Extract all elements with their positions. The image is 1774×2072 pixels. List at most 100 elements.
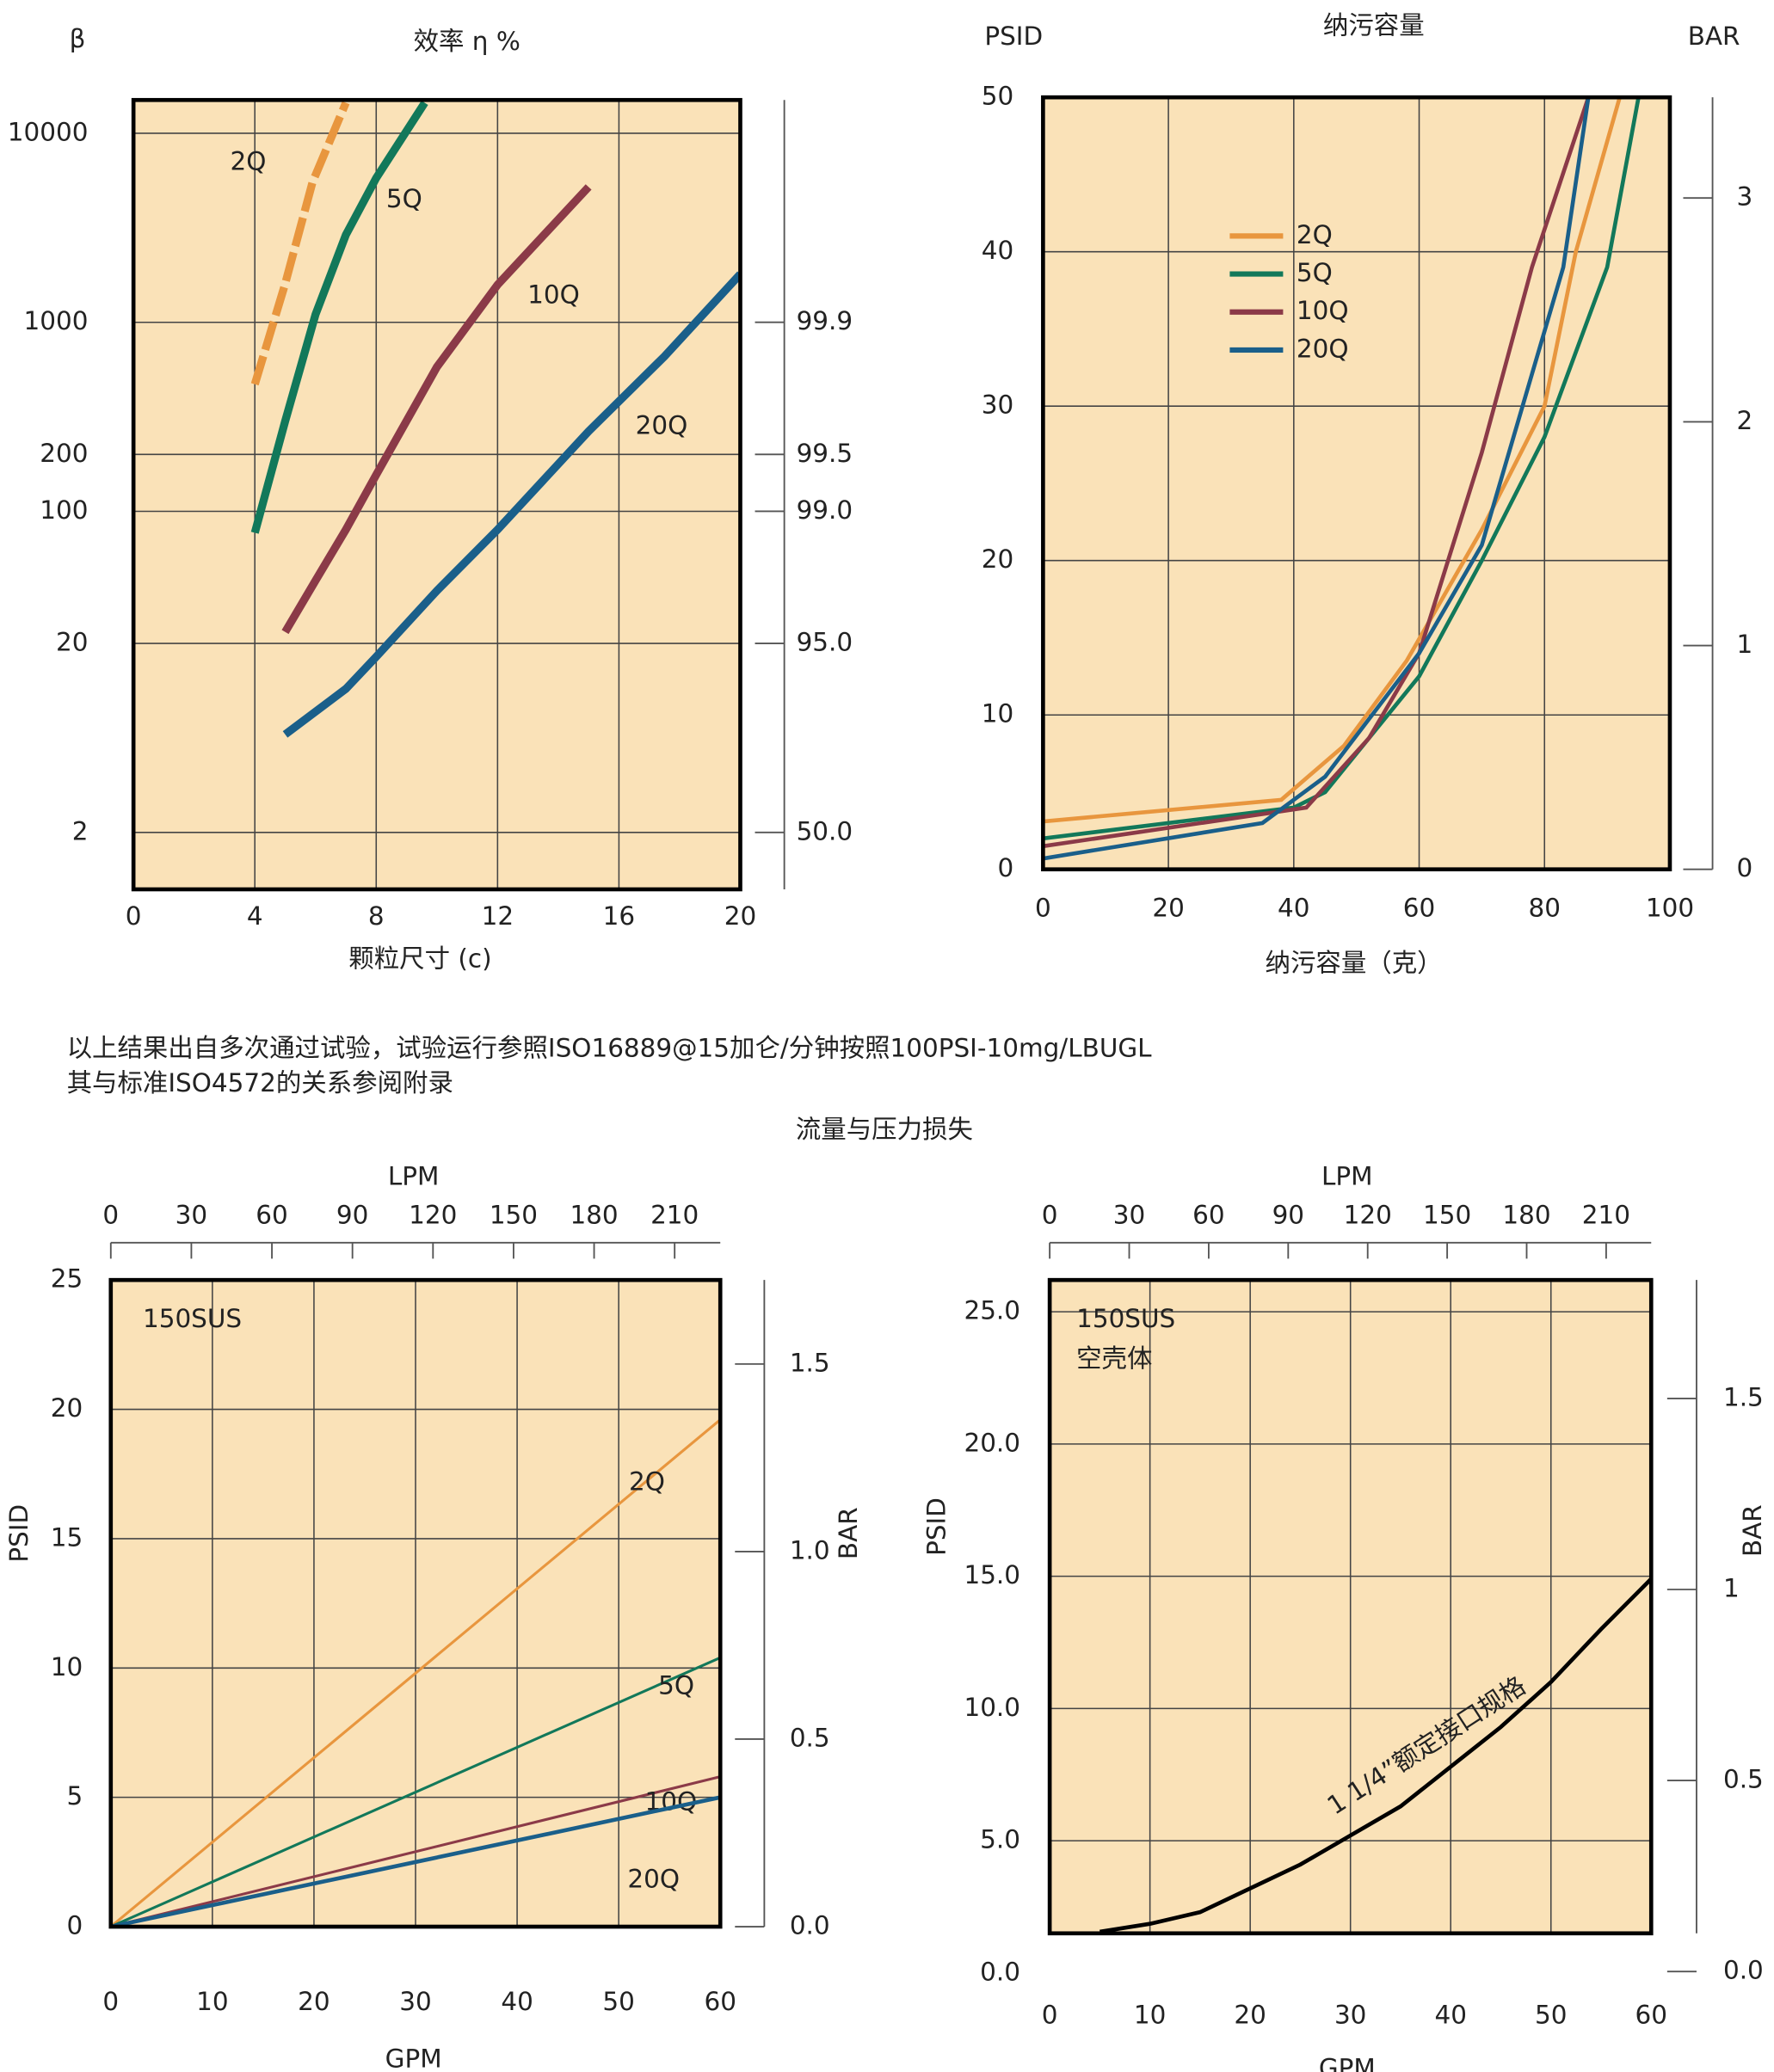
legend-label: 10Q [1297,296,1349,325]
y2-tick-label: 99.9 [797,306,853,335]
y2-tick-label: 1 [1723,1573,1740,1602]
x-tick-label: 100 [1646,894,1694,923]
x-tick-label: 30 [1334,2000,1366,2029]
y2-tick-label: 1.5 [790,1348,830,1377]
y2-tick-label: 95.0 [797,628,853,657]
x-tick-label: 40 [1278,894,1309,923]
legend-label: 2Q [1297,220,1333,249]
x2-tick-label: 210 [650,1200,699,1229]
series-line [110,1418,721,1928]
y-tick-label: 5 [66,1781,83,1811]
x-tick-label: 8 [368,901,385,931]
x2-tick-label: 30 [1113,1200,1145,1229]
x-tick-label: 4 [247,901,263,931]
y2-tick-label: 0.0 [1723,1956,1764,1985]
series-line [250,101,350,386]
x-tick-label: 80 [1529,894,1561,923]
y-axis-label: PSID [921,1497,951,1556]
y-tick-label: 10.0 [964,1693,1020,1722]
x-tick-label: 30 [399,1987,431,2016]
series-line [1043,97,1641,841]
y2-tick-label: 3 [1736,182,1752,212]
plot-frame [108,1277,723,1929]
x-tick-label: 0 [1035,894,1051,923]
legend-label: 5Q [1297,258,1333,287]
x-tick-label: 60 [1635,2000,1667,2029]
series-line [110,1795,721,1928]
y2-tick-label: 99.5 [797,439,853,468]
y2-tick-label: 50.0 [797,816,853,845]
series-line [1043,97,1622,824]
x2-tick-label: 90 [1272,1200,1304,1229]
y-tick-label: 25 [51,1264,83,1294]
y-axis-label: PSID [984,22,1043,51]
x-tick-label: 20 [1152,894,1184,923]
annotation: 150SUS [143,1304,242,1333]
x-axis-label: 纳污容量（克） [1266,948,1443,977]
x-tick-label: 0 [1042,2000,1058,2029]
y-tick-label: 20.0 [964,1428,1020,1457]
y2-tick-label: 0.0 [790,1911,830,1940]
note: 其与标准ISO4572的关系参阅附录 [67,1068,453,1097]
y-tick-label: 200 [40,439,88,468]
x-axis-label: GPM [1319,2053,1376,2072]
y2-tick-label: 0.5 [790,1723,830,1752]
x2-tick-label: 90 [336,1200,368,1229]
plot-frame [131,97,742,892]
series-label: 5Q [658,1670,694,1700]
x2-tick-label: 150 [490,1200,538,1229]
x2-axis-label: LPM [388,1161,440,1190]
x2-tick-label: 180 [1502,1200,1550,1229]
y-axis-label: β [70,24,86,53]
y-tick-label: 2 [72,816,89,845]
y-tick-label: 0 [998,853,1014,882]
y-tick-label: 0 [66,1911,83,1940]
x-tick-label: 0 [102,1987,119,2016]
series-line [110,1656,721,1928]
series-line [1043,97,1591,861]
y-tick-label: 1000 [24,306,89,335]
y2-axis-label: 效率 η % [414,27,520,56]
x2-tick-label: 120 [1344,1200,1392,1229]
series-line [250,100,428,534]
x-tick-label: 10 [196,1987,228,2016]
series-line [110,1775,721,1928]
x-tick-label: 50 [1535,2000,1567,2029]
y-tick-label: 10 [51,1652,83,1682]
y-tick-label: 15 [51,1522,83,1552]
series-label: 20Q [627,1864,680,1893]
series-label: 2Q [231,147,267,176]
x2-tick-label: 120 [409,1200,457,1229]
y-tick-label: 40 [982,236,1013,265]
series-line [282,271,741,738]
x2-tick-label: 180 [570,1200,618,1229]
annotation: 空壳体 [1076,1344,1152,1374]
series-line [1100,1577,1652,1934]
x-tick-label: 40 [501,1987,533,2016]
chart-title: 纳污容量 [1323,11,1425,40]
x-tick-label: 60 [704,1987,736,2016]
x2-tick-label: 0 [1042,1200,1058,1229]
y2-tick-label: 1.0 [790,1535,830,1565]
series-label: 20Q [636,411,688,440]
y2-axis-label: BAR [1688,22,1740,51]
y2-tick-label: 1 [1736,630,1752,659]
plot-frame [1047,1277,1654,1936]
note: 以上结果出自多次通过试验，试验运行参照ISO16889@15加仑/分钟按照100… [67,1034,1153,1063]
y-tick-label: 100 [40,495,88,525]
y-tick-label: 50 [982,82,1013,111]
series-line [281,184,592,635]
series-label: 2Q [629,1466,665,1496]
series-label: 10Q [527,280,580,310]
y-tick-label: 5.0 [980,1825,1020,1854]
y2-tick-label: 1.5 [1723,1382,1764,1411]
x-axis-label: 颗粒尺寸 (c) [348,944,491,974]
y2-axis-label: BAR [834,1507,863,1559]
y-tick-label: 10000 [8,117,89,146]
y2-tick-label: 0 [1736,853,1752,882]
y-tick-label: 10 [982,699,1013,729]
x2-tick-label: 0 [102,1200,119,1229]
x-axis-label: GPM [385,2044,442,2072]
legend-label: 20Q [1297,334,1349,363]
